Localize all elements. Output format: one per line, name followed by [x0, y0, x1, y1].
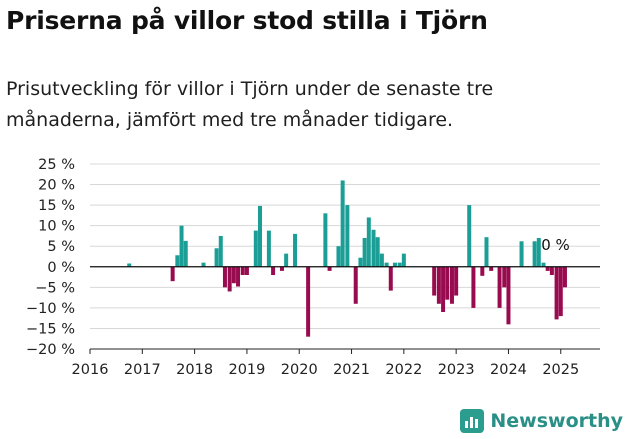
bar-47 — [480, 266, 485, 276]
bar-56 — [541, 262, 546, 267]
x-tick-label: 2016 — [72, 362, 109, 378]
bar-53 — [519, 241, 524, 267]
bar-chart-icon — [460, 409, 485, 433]
bar-41 — [441, 266, 446, 312]
annotations: 0 % — [541, 236, 570, 254]
x-tick-label: 2021 — [333, 362, 370, 378]
bar-48 — [484, 237, 489, 267]
bar-51 — [502, 266, 507, 288]
bar-57 — [545, 266, 550, 271]
x-tick-label: 2025 — [542, 362, 579, 378]
bar-45 — [467, 205, 472, 267]
bar-44 — [454, 266, 459, 296]
bar-12 — [240, 266, 245, 275]
y-tick-label: −5 % — [35, 280, 75, 296]
bar-26 — [345, 205, 350, 267]
bar-29 — [362, 238, 367, 267]
brand-name: Newsworthy — [490, 410, 623, 432]
bar-50 — [497, 266, 502, 308]
bar-32 — [375, 237, 380, 267]
bar-16 — [266, 230, 271, 267]
x-tick-label: 2023 — [438, 362, 475, 378]
bar-11 — [236, 266, 241, 287]
bar-40 — [436, 266, 441, 304]
x-tick-label: 2024 — [490, 362, 527, 378]
y-tick-label: 5 % — [47, 239, 75, 255]
bar-49 — [489, 266, 494, 271]
bar-31 — [371, 229, 376, 267]
bar-1 — [170, 266, 175, 282]
bar-7 — [218, 235, 223, 267]
y-tick-label: −20 % — [26, 342, 75, 358]
bar-6 — [214, 248, 219, 267]
bar-35 — [388, 266, 393, 291]
bar-17 — [271, 266, 276, 275]
y-tick-label: −15 % — [26, 321, 75, 337]
bar-27 — [353, 266, 358, 304]
bar-4 — [183, 240, 188, 267]
bar-10 — [231, 266, 236, 284]
y-tick-label: 15 % — [38, 198, 75, 214]
bar-34 — [384, 262, 389, 267]
bar-28 — [358, 257, 363, 267]
bar-15 — [258, 205, 262, 267]
grid-lines — [90, 163, 600, 350]
bar-25 — [340, 180, 345, 267]
bar-18 — [279, 266, 284, 271]
y-tick-label: 25 % — [38, 157, 75, 173]
bar-14 — [253, 230, 258, 267]
x-tick-label: 2017 — [124, 362, 161, 378]
y-tick-label: 20 % — [38, 178, 75, 194]
y-tick-label: 0 % — [47, 260, 75, 276]
x-axis-tick-labels: 2016 2017 2018 2019 2020 2021 2022 2023 2024 2025 — [72, 349, 579, 378]
bar-54 — [532, 241, 537, 267]
bar-3 — [179, 225, 184, 267]
bar-46 — [471, 266, 476, 308]
y-tick-label: −10 % — [26, 301, 75, 317]
bar-42 — [445, 266, 450, 300]
x-tick-label: 2022 — [385, 362, 422, 378]
chart-subtitle: Prisutveckling för villor i Tjörn under … — [6, 78, 494, 131]
bar-58 — [549, 266, 554, 275]
bar-33 — [379, 253, 384, 267]
x-tick-label: 2018 — [176, 362, 213, 378]
bar-20 — [293, 233, 298, 267]
bar-5 — [201, 262, 206, 267]
bar-9 — [227, 266, 232, 292]
y-axis-tick-labels: 25 % 20 % 15 % 10 % 5 % 0 % −5 % −10 % −15 % −20 … — [26, 157, 75, 358]
bar-13 — [244, 266, 249, 275]
bar-23 — [327, 266, 332, 271]
bar-19 — [284, 253, 289, 267]
bar-52 — [506, 266, 511, 325]
bar-59 — [554, 266, 559, 320]
y-tick-label: 10 % — [38, 219, 75, 235]
bar-21 — [306, 266, 311, 337]
chart-title: Priserna på villor stod stilla i Tjörn — [6, 6, 488, 35]
x-tick-label: 2019 — [228, 362, 265, 378]
newsworthy-logo: Newsworthy — [460, 409, 623, 433]
bar-37 — [397, 262, 402, 267]
last-value-annotation: 0 % — [541, 236, 570, 254]
axes — [90, 266, 600, 350]
bar-30 — [366, 217, 371, 267]
bar-22 — [323, 213, 328, 267]
bar-39 — [432, 266, 437, 296]
x-tick-label: 2020 — [281, 362, 318, 378]
bar-24 — [336, 246, 341, 267]
bar-0 — [127, 263, 132, 267]
bar-8 — [222, 266, 227, 288]
bar-55 — [536, 238, 541, 267]
bar-36 — [392, 262, 397, 267]
bar-43 — [449, 266, 454, 304]
bar-61 — [562, 266, 567, 288]
bar-60 — [558, 266, 563, 317]
bar-38 — [401, 253, 406, 267]
bar-2 — [175, 255, 180, 267]
bars — [127, 180, 567, 337]
